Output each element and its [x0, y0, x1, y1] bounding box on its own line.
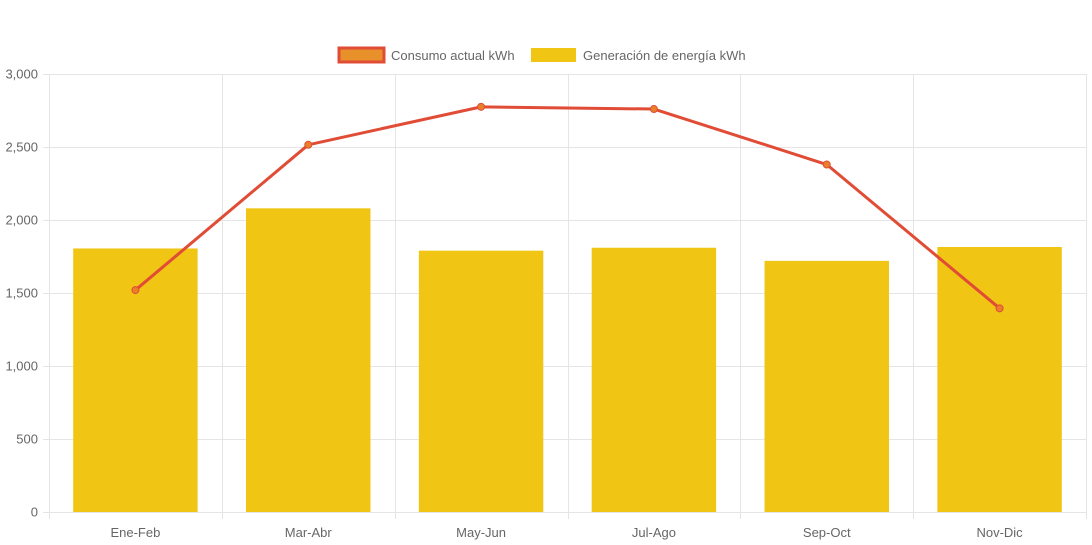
bar-series-generacion — [73, 208, 1062, 513]
x-tick-label: Ene-Feb — [110, 525, 160, 540]
grid — [43, 74, 1087, 519]
legend-item-generacion[interactable]: Generación de energía kWh — [531, 48, 746, 63]
x-tick-label: May-Jun — [456, 525, 506, 540]
legend-item-consumo[interactable]: Consumo actual kWh — [337, 46, 515, 64]
x-axis: Ene-Feb Mar-Abr May-Jun Jul-Ago Sep-Oct Nov-D… — [110, 525, 1023, 540]
y-axis: 0 500 1,000 1,500 2,000 2,500 3,000 — [5, 67, 38, 520]
x-tick-label: Sep-Oct — [803, 525, 851, 540]
bar-generacion[interactable] — [764, 260, 889, 512]
legend-swatch-generacion — [531, 48, 576, 62]
y-tick-label: 3,000 — [5, 67, 38, 82]
legend-label-generacion: Generación de energía kWh — [583, 48, 746, 63]
line-consumo — [134, 105, 1001, 310]
x-tick-label: Nov-Dic — [976, 525, 1023, 540]
bar-generacion[interactable] — [937, 247, 1062, 512]
y-tick-label: 500 — [16, 432, 38, 447]
point-consumo[interactable] — [477, 102, 486, 111]
point-consumo[interactable] — [995, 304, 1004, 313]
y-tick-label: 0 — [31, 505, 38, 520]
point-consumo[interactable] — [649, 105, 658, 114]
bar-generacion[interactable] — [591, 247, 717, 513]
point-consumo[interactable] — [304, 140, 313, 149]
y-tick-label: 1,000 — [5, 359, 38, 374]
legend-swatch-consumo — [337, 46, 386, 64]
legend: Consumo actual kWh Generación de energía… — [337, 46, 746, 64]
legend-label-consumo: Consumo actual kWh — [391, 48, 515, 63]
line-series-consumo — [131, 102, 1004, 313]
point-consumo[interactable] — [131, 286, 140, 295]
bar-generacion[interactable] — [246, 208, 371, 512]
bar-generacion[interactable] — [418, 250, 544, 512]
point-consumo[interactable] — [822, 160, 831, 169]
y-tick-label: 2,000 — [5, 213, 38, 228]
y-tick-label: 1,500 — [5, 286, 38, 301]
y-tick-label: 2,500 — [5, 140, 38, 155]
x-tick-label: Mar-Abr — [285, 525, 333, 540]
x-tick-label: Jul-Ago — [632, 525, 676, 540]
